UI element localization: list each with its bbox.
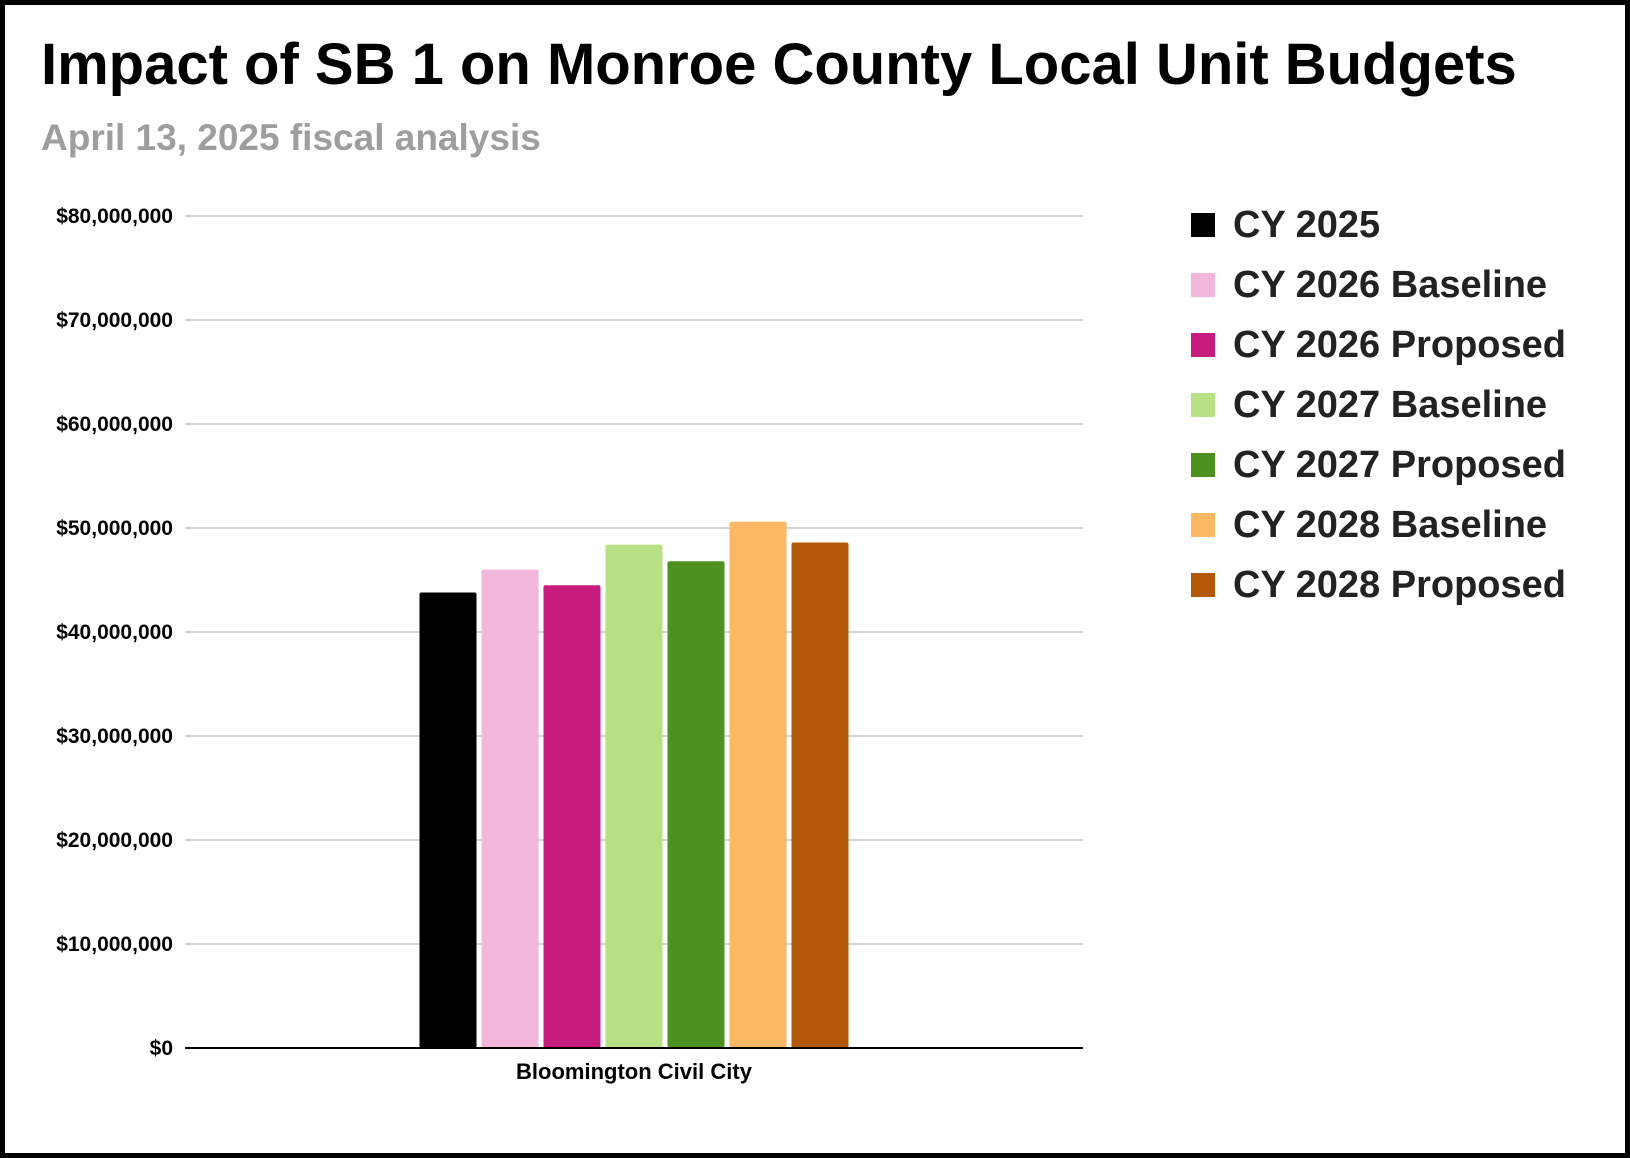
legend-item: CY 2027 Baseline bbox=[1191, 375, 1566, 435]
legend-swatch bbox=[1191, 273, 1215, 297]
bar-cy-2026-proposed bbox=[543, 585, 601, 1048]
legend-swatch bbox=[1191, 213, 1215, 237]
legend-label: CY 2028 Proposed bbox=[1233, 563, 1567, 606]
legend-item: CY 2026 Proposed bbox=[1191, 315, 1566, 375]
y-tick-label: $20,000,000 bbox=[56, 829, 173, 852]
legend-item: CY 2026 Baseline bbox=[1191, 255, 1566, 315]
bar-cy-2028-proposed bbox=[791, 542, 849, 1048]
x-axis: Bloomington Civil City bbox=[185, 1047, 1083, 1084]
chart-subtitle: April 13, 2025 fiscal analysis bbox=[41, 117, 541, 158]
y-tick-label: $30,000,000 bbox=[56, 725, 173, 748]
y-tick-label: $0 bbox=[150, 1037, 173, 1060]
legend-item: CY 2027 Proposed bbox=[1191, 435, 1566, 495]
legend: CY 2025 CY 2026 Baseline CY 2026 Proposed C… bbox=[1191, 195, 1566, 615]
legend-swatch bbox=[1191, 453, 1215, 477]
bar-cy-2028-baseline bbox=[729, 521, 787, 1048]
legend-swatch bbox=[1191, 513, 1215, 537]
y-tick-label: $50,000,000 bbox=[56, 517, 173, 540]
y-axis-tick-labels: $0 $10,000,000 $20,000,000 $30,000,000 $40,0… bbox=[56, 205, 173, 1060]
legend-label: CY 2027 Proposed bbox=[1233, 443, 1567, 486]
legend-swatch bbox=[1191, 393, 1215, 417]
y-tick-label: $70,000,000 bbox=[56, 309, 173, 332]
legend-item: CY 2028 Baseline bbox=[1191, 495, 1566, 555]
bar-cy-2027-proposed bbox=[667, 561, 725, 1048]
x-category-label: Bloomington Civil City bbox=[516, 1059, 753, 1084]
legend-label: CY 2026 Baseline bbox=[1233, 263, 1548, 306]
legend-label: CY 2028 Baseline bbox=[1233, 503, 1548, 546]
y-tick-label: $80,000,000 bbox=[56, 205, 173, 228]
legend-item: CY 2028 Proposed bbox=[1191, 555, 1566, 615]
legend-label: CY 2025 bbox=[1233, 203, 1381, 246]
y-tick-label: $60,000,000 bbox=[56, 413, 173, 436]
bar-cy-2027-baseline bbox=[605, 544, 663, 1048]
legend-swatch bbox=[1191, 573, 1215, 597]
legend-item: CY 2025 bbox=[1191, 195, 1566, 255]
bar-chart-plot: $0 $10,000,000 $20,000,000 $30,000,000 $40,0… bbox=[56, 205, 1083, 1084]
legend-label: CY 2027 Baseline bbox=[1233, 383, 1548, 426]
legend-swatch bbox=[1191, 333, 1215, 357]
y-tick-label: $40,000,000 bbox=[56, 621, 173, 644]
legend-label: CY 2026 Proposed bbox=[1233, 323, 1567, 366]
bar-cy-2025 bbox=[419, 592, 477, 1048]
chart-title: Impact of SB 1 on Monroe County Local Un… bbox=[41, 32, 1517, 97]
bar-cy-2026-baseline bbox=[481, 569, 539, 1048]
bars bbox=[419, 521, 849, 1048]
y-tick-label: $10,000,000 bbox=[56, 933, 173, 956]
